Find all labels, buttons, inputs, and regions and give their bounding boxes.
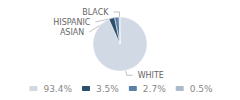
svg-text:WHITE: WHITE <box>138 71 164 80</box>
svg-text:3.5%: 3.5% <box>96 84 119 94</box>
svg-text:2.7%: 2.7% <box>143 84 166 94</box>
svg-text:0.5%: 0.5% <box>190 84 213 94</box>
svg-text:HISPANIC: HISPANIC <box>53 18 91 27</box>
svg-text:ASIAN: ASIAN <box>60 28 84 37</box>
svg-text:93.4%: 93.4% <box>43 84 72 94</box>
svg-text:BLACK: BLACK <box>82 8 109 17</box>
